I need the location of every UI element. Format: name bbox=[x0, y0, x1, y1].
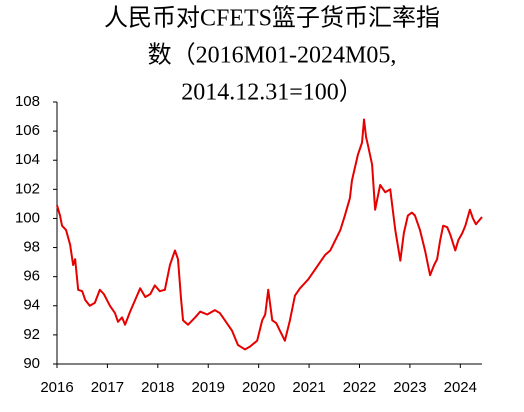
x-tick-label: 2020 bbox=[242, 379, 275, 396]
y-tick-label: 104 bbox=[15, 151, 40, 168]
y-tick-label: 108 bbox=[15, 93, 40, 110]
y-tick-label: 100 bbox=[15, 209, 40, 226]
x-tick-label: 2017 bbox=[91, 379, 124, 396]
chart-title: 2014.12.31=100） bbox=[181, 80, 363, 106]
x-tick-label: 2022 bbox=[343, 379, 376, 396]
y-tick-label: 92 bbox=[23, 326, 40, 343]
y-tick-label: 102 bbox=[15, 180, 40, 197]
y-tick-label: 98 bbox=[23, 239, 40, 256]
x-tick-label: 2021 bbox=[292, 379, 325, 396]
y-tick-label: 96 bbox=[23, 268, 40, 285]
x-tick-label: 2018 bbox=[141, 379, 174, 396]
x-tick-label: 2016 bbox=[40, 379, 73, 396]
x-tick-label: 2023 bbox=[393, 379, 426, 396]
line-series bbox=[56, 118, 483, 351]
x-tick-label: 2019 bbox=[192, 379, 225, 396]
chart-title: 人民币对CFETS篮子货币汇率指 bbox=[104, 5, 440, 32]
x-tick-label: 2024 bbox=[444, 379, 477, 396]
y-tick-label: 106 bbox=[15, 122, 40, 139]
chart-title: 数（2016M01-2024M05, bbox=[148, 42, 397, 69]
y-tick-label: 94 bbox=[23, 297, 40, 314]
y-tick-label: 90 bbox=[23, 355, 40, 372]
